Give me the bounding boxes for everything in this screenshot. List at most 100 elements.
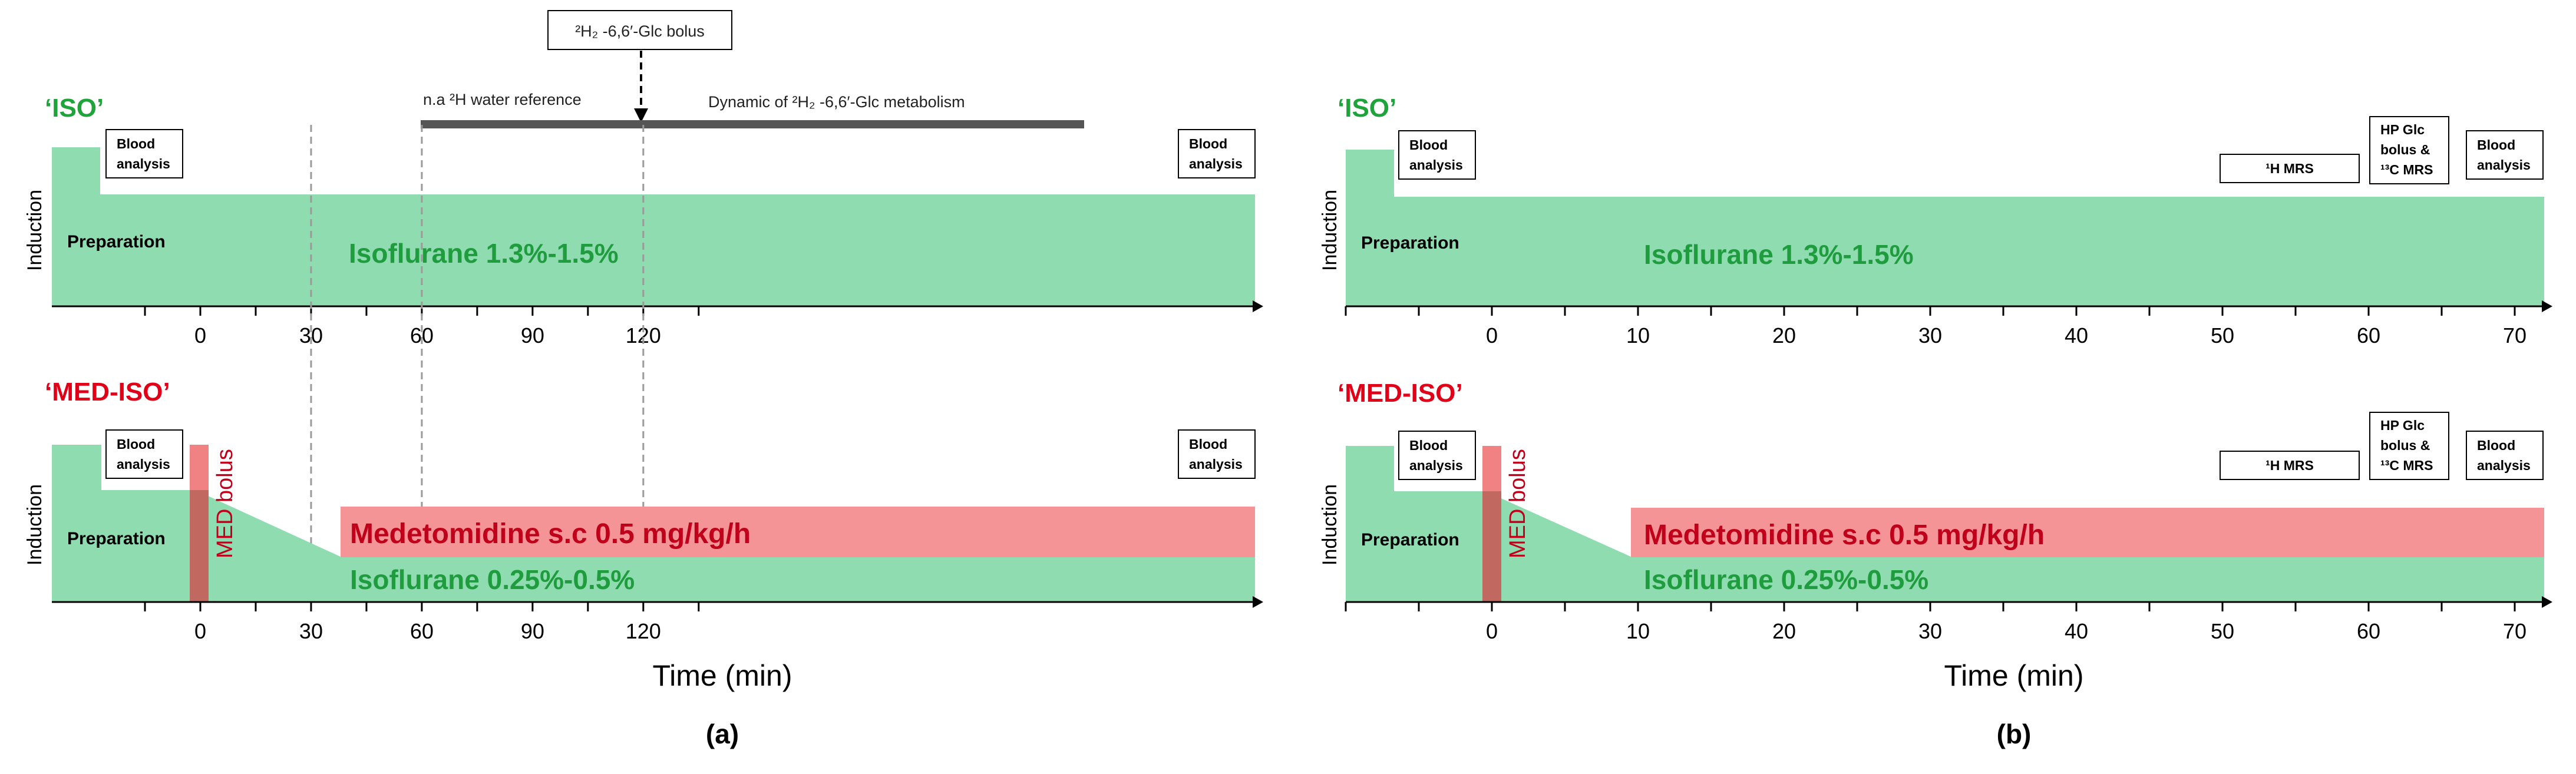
med-blood-start-l2: analysis xyxy=(117,457,170,472)
iso-hp-box xyxy=(2369,116,2449,184)
iso-hp-l2: bolus & xyxy=(2380,142,2430,157)
iso-blood-box-end-b xyxy=(2466,130,2544,180)
med-blood-start-l1: Blood xyxy=(117,436,155,452)
axis-tick-label: 30 xyxy=(1918,619,1942,643)
axis-tick-label: 30 xyxy=(299,619,323,643)
med-hmrs-box xyxy=(2220,451,2360,480)
iso-preparation-label-b: Preparation xyxy=(1361,233,1459,253)
guide-lines-a xyxy=(310,125,645,554)
med-preparation-label: Preparation xyxy=(67,529,166,548)
bolus-label: ²H₂ -6,6′-Glc bolus xyxy=(575,22,705,40)
med-x-axis-arrow xyxy=(1253,596,1263,608)
med-green-area-b xyxy=(1346,446,2544,602)
iso-protocol-title-b: ‘ISO’ xyxy=(1337,94,1396,123)
med-blood-end-l1: Blood xyxy=(1189,436,1227,452)
iso-green-area-b xyxy=(1346,150,2544,306)
iso-hp-l3: ¹³C MRS xyxy=(2380,162,2433,177)
axis-tick-label: 40 xyxy=(2065,323,2088,348)
reference-label: n.a ²H water reference xyxy=(423,91,582,108)
iso-induction-label: Induction xyxy=(24,190,46,271)
med-blood-start-b-l1: Blood xyxy=(1409,438,1448,453)
iso-blood-end-l2: analysis xyxy=(1189,156,1243,171)
med-blood-box-start xyxy=(105,429,183,479)
iso-hmrs-box xyxy=(2220,154,2360,183)
iso-blood-start-b-l1: Blood xyxy=(1409,137,1448,153)
med-bolus-label-b: MED bolus xyxy=(1505,449,1530,558)
panel-a: ²H₂ -6,6′-Glc bolus n.a ²H water referen… xyxy=(24,10,1263,749)
med-hp-l1: HP Glc xyxy=(2380,418,2425,433)
iso-blood-end-b-l1: Blood xyxy=(2477,137,2515,153)
axis-tick-label: 30 xyxy=(1918,323,1942,348)
axis-tick-label: 40 xyxy=(2065,619,2088,643)
panel-a-id: (a) xyxy=(706,719,739,749)
med-hp-box xyxy=(2369,412,2449,480)
iso-blood-start-l1: Blood xyxy=(117,136,155,151)
iso-induction-label-b: Induction xyxy=(1319,190,1341,271)
med-bolus-label: MED bolus xyxy=(213,449,237,558)
med-ticks-a: 0 30 60 90 120 xyxy=(144,602,700,643)
med-red-area xyxy=(341,507,1255,557)
dynamic-label: Dynamic of ²H₂ -6,6′-Glc metabolism xyxy=(708,93,965,111)
axis-tick-label: 120 xyxy=(626,619,661,643)
iso-isoflurane-label: Isoflurane 1.3%-1.5% xyxy=(349,238,619,269)
iso-blood-box-end xyxy=(1178,129,1256,178)
iso-blood-box-start xyxy=(105,129,183,178)
med-blood-end-b-l1: Blood xyxy=(2477,438,2515,453)
bolus-label-box xyxy=(547,10,732,50)
med-blood-end-l2: analysis xyxy=(1189,457,1243,472)
time-axis-label-a: Time (min) xyxy=(652,659,792,692)
axis-tick-label: 10 xyxy=(1626,619,1650,643)
med-hp-l3: ¹³C MRS xyxy=(2380,458,2433,473)
med-hmrs-label: ¹H MRS xyxy=(2265,458,2314,473)
time-axis-label-b: Time (min) xyxy=(1944,659,2083,692)
med-blood-box-start-b xyxy=(1398,431,1476,480)
med-red-area-b xyxy=(1631,508,2544,557)
axis-tick-label: 0 xyxy=(194,619,206,643)
iso-ticks-b: 0 10 20 30 40 50 60 70 xyxy=(1345,306,2527,348)
iso-preparation-label: Preparation xyxy=(67,232,166,252)
iso-isoflurane-label-b: Isoflurane 1.3%-1.5% xyxy=(1644,239,1914,270)
med-induction-label: Induction xyxy=(24,484,46,565)
axis-tick-label: 90 xyxy=(521,619,544,643)
med-blood-end-b-l2: analysis xyxy=(2477,458,2531,473)
iso-green-area xyxy=(52,147,1255,306)
iso-protocol-title: ‘ISO’ xyxy=(45,94,104,123)
med-bolus-bar-overlap xyxy=(190,490,209,602)
iso-x-axis-arrow-b xyxy=(2542,300,2552,312)
med-isoflurane-label: Isoflurane 0.25%-0.5% xyxy=(350,564,635,595)
iso-blood-end-l1: Blood xyxy=(1189,136,1227,151)
axis-tick-label: 0 xyxy=(1486,619,1498,643)
axis-tick-label: 0 xyxy=(194,323,206,348)
axis-tick-label: 70 xyxy=(2503,323,2527,348)
axis-tick-label: 60 xyxy=(2357,619,2380,643)
axis-tick-label: 10 xyxy=(1626,323,1650,348)
med-green-area xyxy=(52,445,1255,602)
iso-hp-l1: HP Glc xyxy=(2380,122,2425,137)
bolus-arrow-head xyxy=(634,108,648,123)
med-protocol-title: ‘MED-ISO’ xyxy=(45,378,170,406)
axis-tick-label: 90 xyxy=(521,323,544,348)
med-medetomidine-label: Medetomidine s.c 0.5 mg/kg/h xyxy=(350,518,751,550)
med-blood-box-end-b xyxy=(2466,431,2544,480)
med-isoflurane-label-b: Isoflurane 0.25%-0.5% xyxy=(1644,564,1928,595)
axis-tick-label: 20 xyxy=(1772,323,1796,348)
axis-tick-label: 20 xyxy=(1772,619,1796,643)
measurement-bar xyxy=(421,120,1084,128)
med-blood-box-end xyxy=(1178,429,1256,479)
iso-blood-box-start-b xyxy=(1398,130,1476,180)
panel-b-id: (b) xyxy=(1997,719,2032,749)
med-hp-l2: bolus & xyxy=(2380,438,2430,453)
axis-tick-label: 60 xyxy=(2357,323,2380,348)
iso-x-axis-arrow xyxy=(1253,300,1263,312)
med-preparation-label-b: Preparation xyxy=(1361,530,1459,550)
med-bolus-bar-overlap-b xyxy=(1482,491,1501,602)
med-x-axis-arrow-b xyxy=(2542,596,2552,608)
iso-blood-end-b-l2: analysis xyxy=(2477,157,2531,173)
med-ticks-b: 0 10 20 30 40 50 60 70 xyxy=(1345,602,2527,643)
axis-tick-label: 50 xyxy=(2211,619,2234,643)
med-protocol-title-b: ‘MED-ISO’ xyxy=(1337,379,1463,408)
iso-blood-start-l2: analysis xyxy=(117,156,170,171)
axis-tick-label: 60 xyxy=(410,619,434,643)
axis-tick-label: 70 xyxy=(2503,619,2527,643)
